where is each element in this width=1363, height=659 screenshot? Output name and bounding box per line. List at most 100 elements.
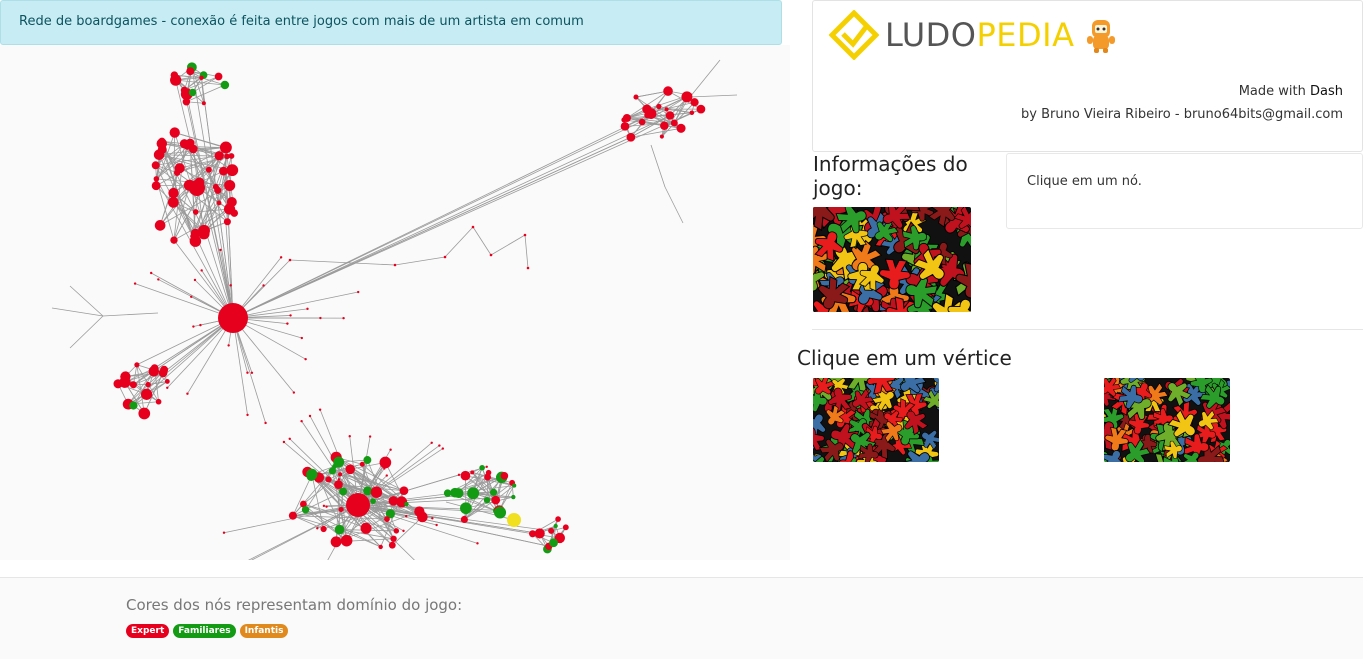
graph-node[interactable] <box>246 413 249 417</box>
graph-node[interactable] <box>443 255 447 259</box>
graph-node[interactable] <box>282 440 286 444</box>
graph-node[interactable] <box>690 98 699 107</box>
graph-node[interactable] <box>199 323 202 327</box>
graph-node[interactable] <box>192 209 199 215</box>
author-email[interactable]: bruno64bits@gmail.com <box>1183 107 1343 122</box>
graph-node[interactable] <box>562 524 569 531</box>
graph-node[interactable] <box>346 493 370 517</box>
graph-node[interactable] <box>172 75 179 82</box>
graph-node[interactable] <box>534 528 545 539</box>
graph-node[interactable] <box>288 437 291 440</box>
graph-node[interactable] <box>250 371 254 374</box>
graph-node[interactable] <box>378 544 383 550</box>
graph-node[interactable] <box>494 506 507 519</box>
graph-node[interactable] <box>656 103 662 110</box>
graph-canvas[interactable] <box>0 45 790 560</box>
graph-node[interactable] <box>129 401 138 410</box>
graph-node[interactable] <box>348 435 351 438</box>
graph-node[interactable] <box>384 516 390 522</box>
graph-node[interactable] <box>457 473 461 477</box>
graph-node[interactable] <box>337 478 341 481</box>
graph-node[interactable] <box>218 303 248 333</box>
graph-node[interactable] <box>246 371 249 374</box>
graph-node[interactable] <box>633 94 639 100</box>
graph-node[interactable] <box>169 127 180 138</box>
graph-node[interactable] <box>183 143 191 150</box>
graph-node[interactable] <box>198 228 210 240</box>
graph-node[interactable] <box>393 528 400 534</box>
graph-node[interactable] <box>166 386 169 390</box>
graph-node[interactable] <box>471 225 475 229</box>
graph-node[interactable] <box>549 538 558 548</box>
graph-node[interactable] <box>219 248 222 252</box>
graph-node[interactable] <box>188 144 198 154</box>
graph-node[interactable] <box>192 325 195 328</box>
graph-node[interactable] <box>370 498 376 504</box>
graph-node[interactable] <box>318 408 322 411</box>
graph-node[interactable] <box>300 419 303 423</box>
graph-node[interactable] <box>339 487 348 496</box>
graph-node[interactable] <box>453 488 464 499</box>
graph-node[interactable] <box>385 509 396 519</box>
graph-node[interactable] <box>279 256 283 259</box>
graph-node[interactable] <box>363 486 373 496</box>
graph-node[interactable] <box>431 517 434 520</box>
graph-node[interactable] <box>320 525 327 533</box>
graph-node[interactable] <box>548 527 555 534</box>
graph-node[interactable] <box>228 153 235 159</box>
graph-node[interactable] <box>151 161 160 170</box>
graph-node[interactable] <box>180 86 188 94</box>
graph-node[interactable] <box>489 253 493 257</box>
graph-node[interactable] <box>325 476 332 483</box>
graph-node[interactable] <box>507 513 521 527</box>
graph-node[interactable] <box>150 364 159 372</box>
graph-node[interactable] <box>379 456 392 469</box>
graph-node[interactable] <box>156 138 168 149</box>
graph-node[interactable] <box>288 258 292 262</box>
graph-node[interactable] <box>129 381 137 389</box>
graph-node[interactable] <box>153 149 165 161</box>
graph-node[interactable] <box>626 132 636 142</box>
graph-node[interactable] <box>526 266 530 270</box>
graph-node[interactable] <box>226 164 239 177</box>
graph-node[interactable] <box>134 362 140 368</box>
graph-node[interactable] <box>141 388 153 400</box>
graph-node[interactable] <box>511 494 516 500</box>
graph-node[interactable] <box>330 536 342 548</box>
graph-node[interactable] <box>306 307 309 311</box>
graph-node[interactable] <box>157 278 160 281</box>
graph-node[interactable] <box>120 371 131 382</box>
graph-node[interactable] <box>319 316 322 320</box>
graph-node[interactable] <box>289 314 292 317</box>
graph-node[interactable] <box>292 391 296 394</box>
graph-node[interactable] <box>490 488 498 496</box>
graph-node[interactable] <box>340 534 353 547</box>
graph-node[interactable] <box>188 88 197 97</box>
graph-node[interactable] <box>443 489 452 497</box>
graph-node[interactable] <box>529 530 537 538</box>
graph-node[interactable] <box>224 179 236 191</box>
graph-node[interactable] <box>201 101 206 106</box>
graph-node[interactable] <box>512 483 517 488</box>
graph-node[interactable] <box>328 467 337 475</box>
graph-node[interactable] <box>500 472 509 480</box>
graph-node[interactable] <box>345 464 356 475</box>
graph-node[interactable] <box>299 500 307 508</box>
graph-node[interactable] <box>385 474 388 477</box>
graph-node[interactable] <box>149 271 153 275</box>
graph-node[interactable] <box>389 448 392 451</box>
ludopedia-logo[interactable]: LUDOPEDIA <box>829 10 1118 60</box>
graph-node[interactable] <box>676 123 686 133</box>
graph-node[interactable] <box>301 506 310 514</box>
graph-node[interactable] <box>396 496 408 508</box>
graph-node[interactable] <box>214 186 222 194</box>
graph-node[interactable] <box>167 196 179 208</box>
graph-node[interactable] <box>133 282 137 285</box>
graph-node[interactable] <box>219 166 228 176</box>
graph-node[interactable] <box>193 278 197 282</box>
graph-node[interactable] <box>430 441 433 444</box>
graph-node[interactable] <box>404 501 409 507</box>
graph-node[interactable] <box>342 316 345 320</box>
graph-node[interactable] <box>368 435 372 438</box>
graph-node[interactable] <box>435 523 438 527</box>
